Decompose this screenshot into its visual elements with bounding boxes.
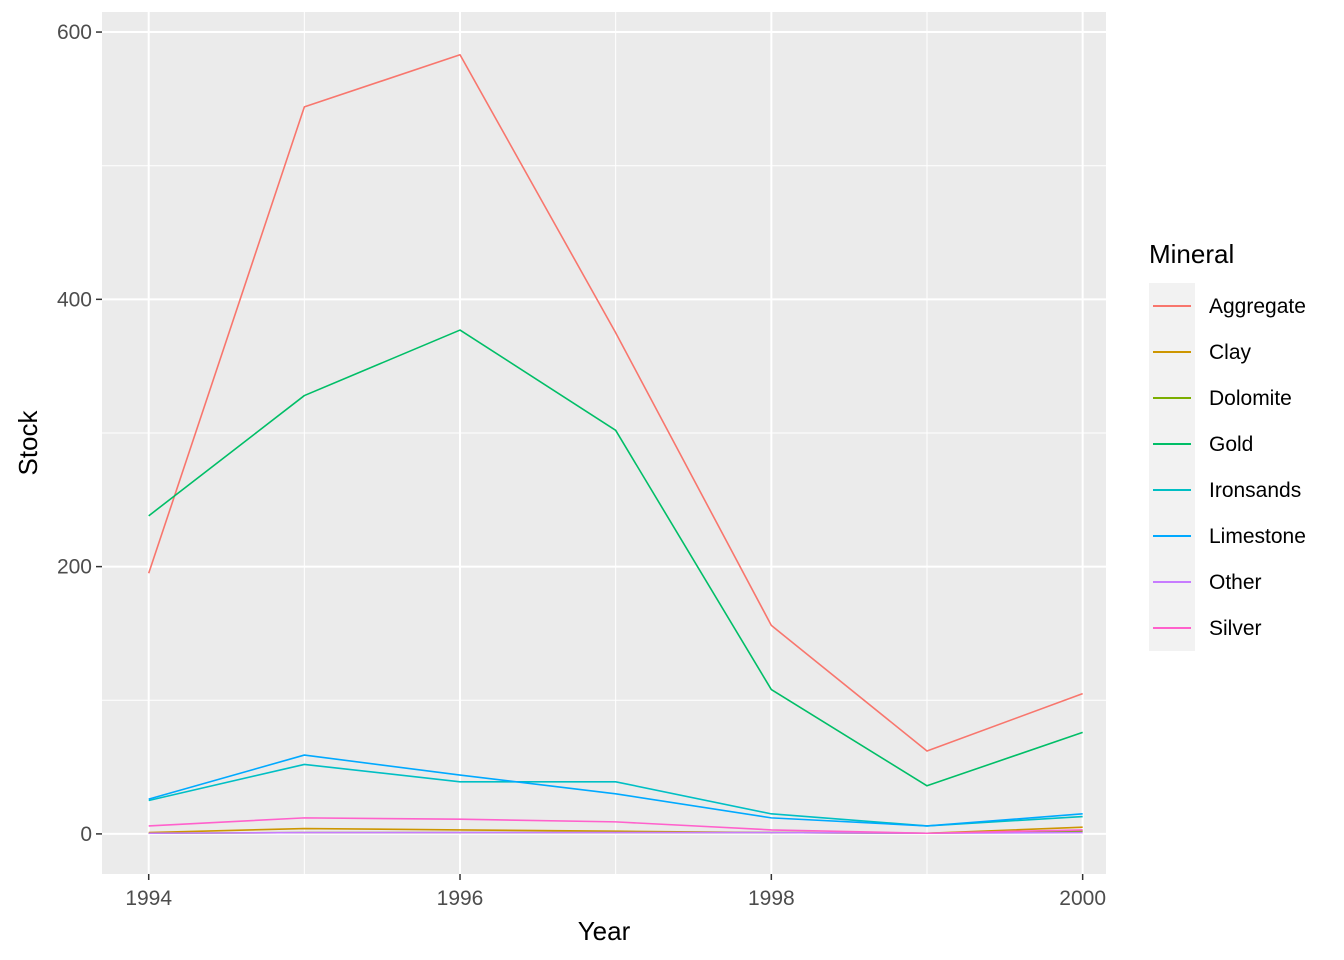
legend-title: Mineral xyxy=(1149,239,1234,269)
series-lines xyxy=(147,53,1083,835)
x-tick-label: 1996 xyxy=(437,887,484,910)
legend-key-background xyxy=(1149,283,1195,651)
y-tick-label: 400 xyxy=(57,288,92,311)
series-line-aggregate xyxy=(147,53,1083,752)
x-tick-label: 1994 xyxy=(125,887,172,910)
major-gridlines xyxy=(102,12,1106,874)
x-tick-label: 1998 xyxy=(748,887,795,910)
legend-item-other: Other xyxy=(1153,571,1262,594)
minor-gridlines xyxy=(102,12,1106,874)
legend-item-silver: Silver xyxy=(1153,617,1262,640)
y-tick-label: 0 xyxy=(80,823,92,846)
plot-panel xyxy=(102,12,1106,874)
legend: Mineral Aggregate Clay Dolomite Gold Ironsan… xyxy=(1149,239,1306,651)
legend-label-other: Other xyxy=(1209,571,1262,594)
legend-item-clay: Clay xyxy=(1153,341,1252,364)
legend-items: Aggregate Clay Dolomite Gold Ironsands Limest… xyxy=(1153,295,1306,640)
legend-item-dolomite: Dolomite xyxy=(1153,387,1292,410)
x-axis: 1994 1996 1998 2000 xyxy=(125,874,1106,910)
legend-label-ironsands: Ironsands xyxy=(1209,479,1301,502)
legend-item-ironsands: Ironsands xyxy=(1153,479,1301,502)
legend-label-dolomite: Dolomite xyxy=(1209,387,1292,410)
legend-label-silver: Silver xyxy=(1209,617,1262,640)
legend-label-clay: Clay xyxy=(1209,341,1252,364)
x-axis-title: Year xyxy=(578,916,631,946)
legend-item-aggregate: Aggregate xyxy=(1153,295,1306,318)
series-line-limestone xyxy=(148,754,1083,827)
y-tick-label: 600 xyxy=(57,21,92,44)
y-axis: 0 200 400 600 xyxy=(57,21,102,846)
series-line-gold xyxy=(148,329,1083,787)
legend-label-aggregate: Aggregate xyxy=(1209,295,1306,318)
x-tick-label: 2000 xyxy=(1059,887,1106,910)
legend-item-gold: Gold xyxy=(1153,433,1253,456)
y-tick-label: 200 xyxy=(57,556,92,579)
legend-label-gold: Gold xyxy=(1209,433,1253,456)
legend-label-limestone: Limestone xyxy=(1209,525,1306,548)
series-line-silver xyxy=(148,817,1083,835)
y-axis-title: Stock xyxy=(13,409,43,475)
legend-item-limestone: Limestone xyxy=(1153,525,1306,548)
